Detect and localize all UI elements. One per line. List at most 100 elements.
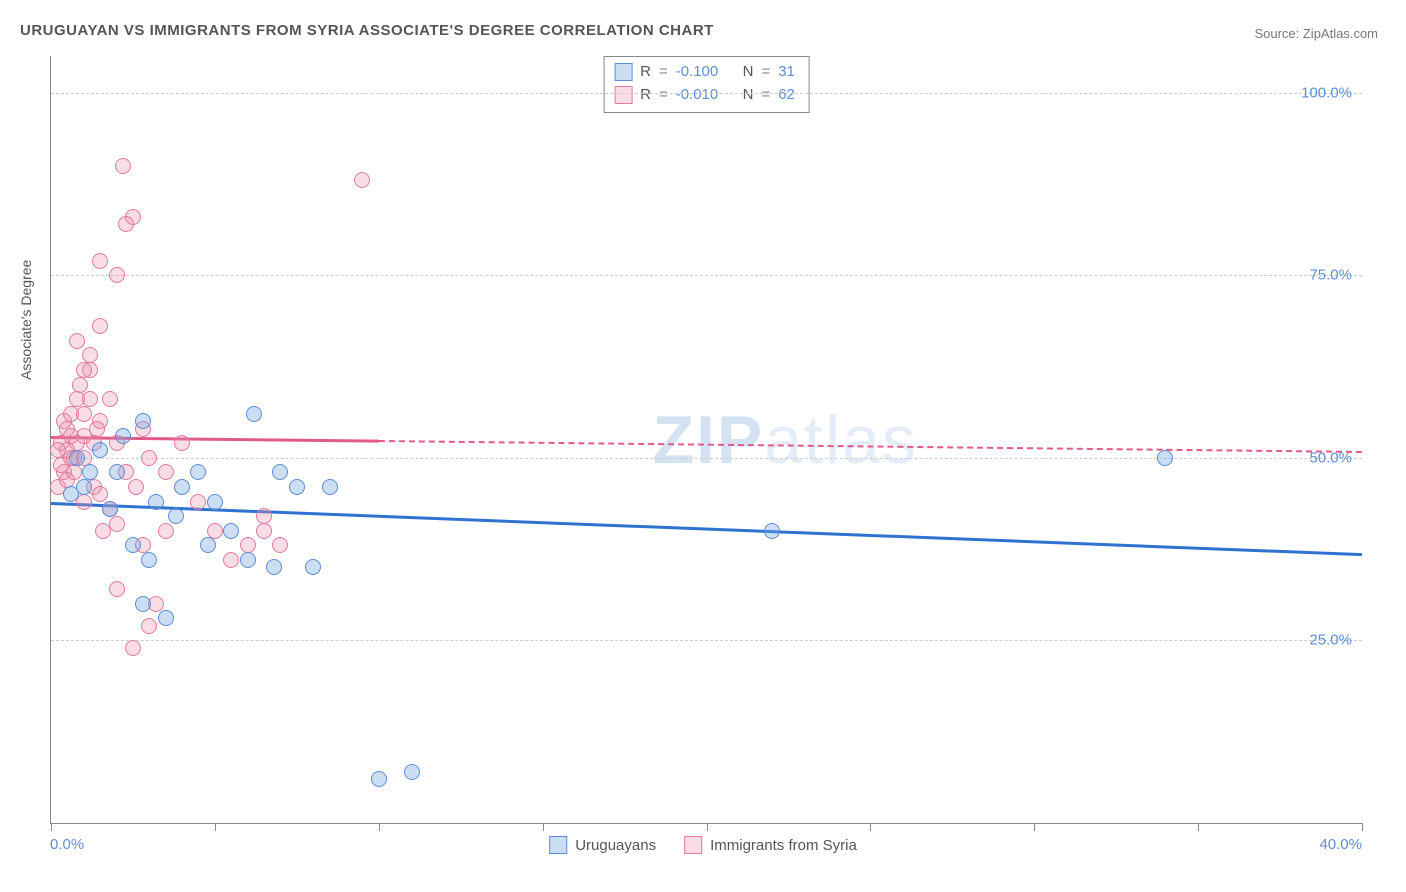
x-axis-tick-label-max: 40.0%: [1319, 836, 1362, 853]
scatter-point: [246, 406, 262, 422]
x-axis-tick: [870, 823, 871, 831]
scatter-point: [148, 494, 164, 510]
stats-value-r: -0.100: [676, 61, 719, 84]
scatter-point: [289, 479, 305, 495]
scatter-point: [92, 486, 108, 502]
stats-value-n: 62: [778, 84, 795, 107]
series-legend: Uruguayans Immigrants from Syria: [549, 836, 857, 854]
scatter-point: [141, 552, 157, 568]
stats-label-n: N: [743, 84, 754, 107]
scatter-point: [223, 523, 239, 539]
scatter-point: [256, 523, 272, 539]
scatter-point: [305, 559, 321, 575]
trend-line: [379, 440, 1362, 453]
x-axis-tick: [379, 823, 380, 831]
x-axis-tick: [707, 823, 708, 831]
chart-source: Source: ZipAtlas.com: [1254, 26, 1378, 41]
watermark: ZIPatlas: [652, 401, 917, 479]
scatter-point: [371, 771, 387, 787]
chart-title: URUGUAYAN VS IMMIGRANTS FROM SYRIA ASSOC…: [20, 22, 714, 39]
scatter-point: [69, 333, 85, 349]
stats-row: R = -0.010 N = 62: [614, 84, 795, 107]
watermark-atlas: atlas: [764, 402, 918, 478]
scatter-point: [115, 428, 131, 444]
scatter-point: [272, 537, 288, 553]
scatter-point: [404, 764, 420, 780]
scatter-point: [266, 559, 282, 575]
scatter-point: [63, 486, 79, 502]
swatch-pink-icon: [614, 86, 632, 104]
scatter-point: [207, 523, 223, 539]
y-axis-tick-label: 100.0%: [1301, 84, 1352, 101]
chart-plot-area: ZIPatlas R = -0.100 N = 31 R = -0.010 N …: [50, 56, 1362, 824]
scatter-point: [240, 552, 256, 568]
stats-value-r: -0.010: [676, 84, 719, 107]
equals-icon: =: [761, 61, 770, 84]
scatter-point: [125, 537, 141, 553]
scatter-point: [256, 508, 272, 524]
gridline: [51, 640, 1362, 641]
scatter-point: [109, 516, 125, 532]
scatter-point: [1157, 450, 1173, 466]
x-axis-tick: [215, 823, 216, 831]
scatter-point: [72, 377, 88, 393]
scatter-point: [764, 523, 780, 539]
x-axis-tick: [1034, 823, 1035, 831]
scatter-point: [322, 479, 338, 495]
scatter-point: [158, 523, 174, 539]
scatter-point: [141, 618, 157, 634]
stats-legend-box: R = -0.100 N = 31 R = -0.010 N = 62: [603, 56, 810, 113]
scatter-point: [115, 158, 131, 174]
scatter-point: [92, 318, 108, 334]
stats-label-r: R: [640, 61, 651, 84]
scatter-point: [168, 508, 184, 524]
scatter-point: [102, 501, 118, 517]
scatter-point: [135, 596, 151, 612]
scatter-point: [125, 640, 141, 656]
scatter-point: [92, 442, 108, 458]
equals-icon: =: [761, 84, 770, 107]
x-axis-tick: [1198, 823, 1199, 831]
scatter-point: [109, 267, 125, 283]
scatter-point: [92, 253, 108, 269]
scatter-point: [102, 391, 118, 407]
gridline: [51, 93, 1362, 94]
scatter-point: [69, 450, 85, 466]
scatter-point: [240, 537, 256, 553]
scatter-point: [76, 406, 92, 422]
gridline: [51, 275, 1362, 276]
legend-item: Immigrants from Syria: [684, 836, 857, 854]
x-axis-tick: [51, 823, 52, 831]
legend-item-label: Immigrants from Syria: [710, 837, 857, 854]
scatter-point: [158, 610, 174, 626]
scatter-point: [190, 494, 206, 510]
scatter-point: [109, 464, 125, 480]
scatter-point: [174, 435, 190, 451]
scatter-point: [66, 464, 82, 480]
scatter-point: [76, 362, 92, 378]
watermark-zip: ZIP: [652, 402, 764, 478]
y-axis-tick-label: 75.0%: [1309, 267, 1352, 284]
scatter-point: [200, 537, 216, 553]
scatter-point: [207, 494, 223, 510]
scatter-point: [354, 172, 370, 188]
scatter-point: [174, 479, 190, 495]
scatter-point: [82, 347, 98, 363]
scatter-point: [135, 413, 151, 429]
scatter-point: [272, 464, 288, 480]
legend-item-label: Uruguayans: [575, 837, 656, 854]
swatch-blue-icon: [549, 836, 567, 854]
scatter-point: [118, 216, 134, 232]
scatter-point: [69, 435, 85, 451]
scatter-point: [223, 552, 239, 568]
scatter-point: [190, 464, 206, 480]
y-axis-tick-label: 25.0%: [1309, 632, 1352, 649]
scatter-point: [128, 479, 144, 495]
swatch-pink-icon: [684, 836, 702, 854]
scatter-point: [89, 421, 105, 437]
x-axis-tick: [1362, 823, 1363, 831]
scatter-point: [82, 391, 98, 407]
scatter-point: [82, 464, 98, 480]
stats-row: R = -0.100 N = 31: [614, 61, 795, 84]
scatter-point: [158, 464, 174, 480]
